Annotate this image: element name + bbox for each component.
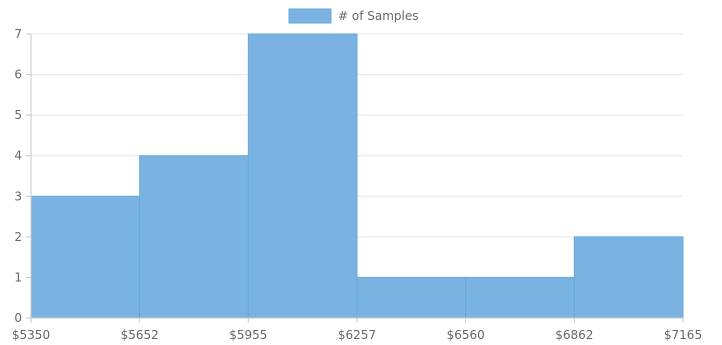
x-tick-label: $6560 [447, 328, 485, 342]
x-tick-label: $6862 [555, 328, 593, 342]
y-tick-label: 2 [14, 230, 22, 244]
x-tick-label: $5955 [229, 328, 267, 342]
x-tick-label: $5350 [12, 328, 50, 342]
histogram-bar[interactable] [465, 276, 575, 319]
x-tick-label: $7165 [664, 328, 702, 342]
y-tick-label: 7 [14, 27, 22, 41]
y-tick-label: 4 [14, 149, 22, 163]
histogram-bar[interactable] [356, 276, 467, 319]
y-tick-label: 3 [14, 189, 22, 203]
y-tick-label: 0 [14, 311, 22, 325]
y-axis-ticks: 0 1 2 3 4 5 6 7 [14, 27, 31, 325]
histogram-bar[interactable] [30, 195, 141, 319]
x-tick-label: $6257 [338, 328, 376, 342]
histogram-bar[interactable] [247, 33, 358, 319]
y-tick-label: 1 [14, 270, 22, 284]
legend[interactable]: # of Samples [288, 8, 419, 24]
legend-label[interactable]: # of Samples [338, 9, 419, 23]
y-tick-label: 6 [14, 68, 22, 82]
y-tick-label: 5 [14, 108, 22, 122]
legend-swatch[interactable] [288, 8, 332, 24]
x-tick-label: $5652 [121, 328, 159, 342]
histogram-bars [30, 33, 684, 319]
histogram-bar[interactable] [573, 236, 684, 319]
histogram-bar[interactable] [139, 155, 249, 319]
x-axis-ticks: $5350 $5652 $5955 $6257 $6560 $6862 $7165 [12, 318, 702, 342]
